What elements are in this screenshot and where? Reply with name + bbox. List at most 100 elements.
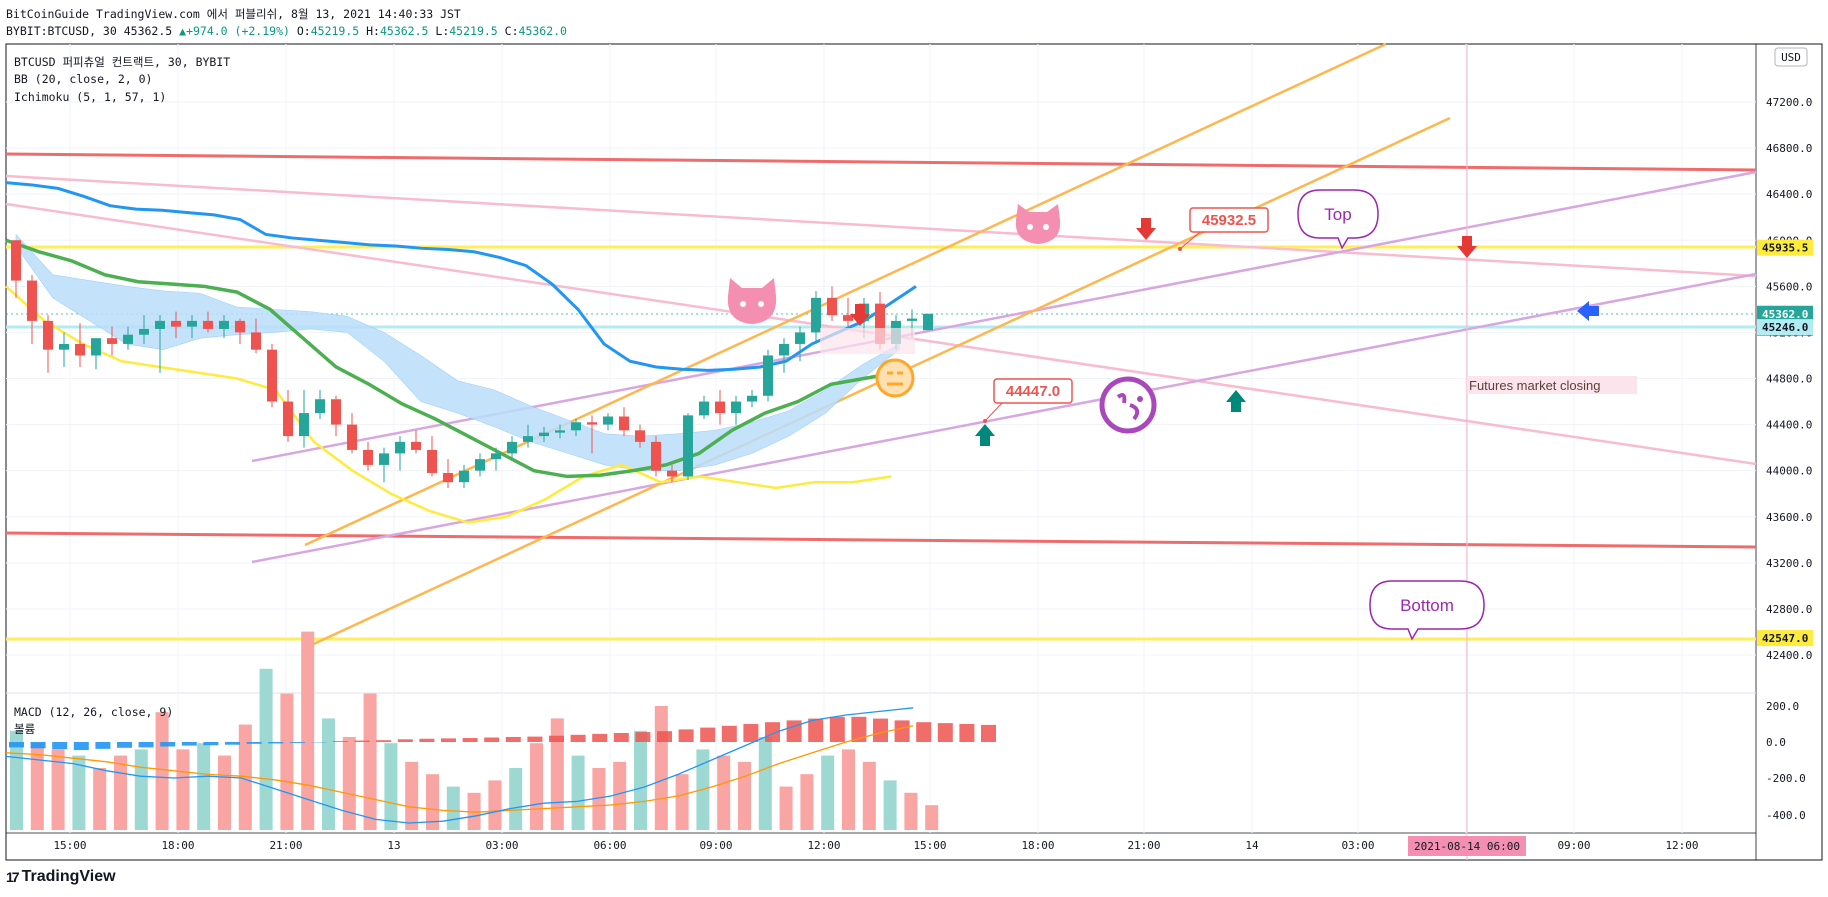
volume-bar (862, 761, 876, 830)
resistance-trendline[interactable] (5, 152, 1757, 172)
candle-body[interactable] (811, 297, 821, 333)
legend-bb[interactable]: BB (20, close, 2, 0) (14, 72, 153, 86)
candle-body[interactable] (555, 430, 565, 433)
volume-bar (571, 755, 585, 830)
arrow-up-icon[interactable] (975, 424, 995, 446)
candle-body[interactable] (347, 424, 357, 450)
arrow-up-icon[interactable] (1226, 390, 1246, 412)
candle-body[interactable] (779, 343, 789, 356)
time-cursor-label: 2021-08-14 06:00 (1414, 840, 1520, 853)
dizzy-face-icon[interactable] (1099, 376, 1157, 434)
publish-info: BitCoinGuide TradingView.com 에서 퍼블리쉬, 8월… (6, 7, 461, 21)
candle-body[interactable] (123, 334, 133, 344)
candle-body[interactable] (923, 313, 933, 331)
candle-body[interactable] (11, 240, 21, 281)
candle-body[interactable] (459, 470, 469, 483)
volume-bar (218, 755, 231, 830)
candle-body[interactable] (187, 320, 197, 327)
price-tick-label: 47200.0 (1766, 96, 1812, 109)
candle-body[interactable] (507, 441, 517, 454)
candle-body[interactable] (203, 320, 213, 329)
tradingview-logo[interactable]: 17 TradingView (6, 868, 116, 886)
candle-body[interactable] (843, 315, 853, 321)
candle-body[interactable] (75, 343, 85, 356)
candle-body[interactable] (219, 320, 229, 329)
candle-body[interactable] (43, 320, 53, 350)
candle-body[interactable] (763, 355, 773, 396)
candle-body[interactable] (171, 320, 181, 327)
candle-body[interactable] (443, 472, 453, 483)
candle-body[interactable] (907, 318, 917, 321)
candle-body[interactable] (587, 422, 597, 425)
top-callout-bubble[interactable]: Top (1297, 189, 1379, 250)
arrow-down-icon[interactable] (1457, 236, 1477, 258)
volume-bar (550, 718, 564, 830)
candle-body[interactable] (715, 401, 725, 414)
candle-body[interactable] (91, 338, 101, 356)
legend-ichimoku[interactable]: Ichimoku (5, 1, 57, 1) (14, 90, 167, 104)
candle-body[interactable] (875, 303, 885, 344)
candle-body[interactable] (571, 422, 581, 431)
price-label-callout-1[interactable]: 45932.5 (1178, 207, 1269, 251)
macd-histogram-bar (333, 741, 348, 742)
candle-body[interactable] (667, 470, 677, 477)
price-label-callout-2[interactable]: 44447.0 (983, 378, 1073, 423)
candle-body[interactable] (539, 432, 549, 437)
arrow-down-icon[interactable] (850, 304, 870, 326)
arrow-left-icon[interactable] (1577, 301, 1599, 321)
candle-body[interactable] (699, 401, 709, 416)
violet-trendline-lower[interactable] (251, 272, 1757, 564)
candle-body[interactable] (251, 332, 261, 350)
candle-body[interactable] (523, 436, 533, 442)
candle-body[interactable] (59, 343, 69, 350)
low-value: 45219.5 (449, 24, 498, 38)
candle-body[interactable] (395, 441, 405, 454)
candle-body[interactable] (795, 332, 805, 344)
candle-body[interactable] (619, 416, 629, 431)
neutral-face-icon[interactable] (875, 358, 915, 398)
candle-body[interactable] (491, 453, 501, 460)
arrow-down-icon[interactable] (1136, 218, 1156, 240)
candle-body[interactable] (827, 297, 837, 316)
candle-body[interactable] (299, 413, 309, 437)
candle-body[interactable] (603, 416, 613, 425)
legend-macd[interactable]: MACD (12, 26, close, 9) (14, 705, 174, 719)
candle-body[interactable] (139, 328, 149, 335)
candle-body[interactable] (427, 449, 437, 473)
candle-body[interactable] (747, 395, 757, 402)
candle-body[interactable] (635, 430, 645, 442)
cat-sticker-icon[interactable] (1015, 204, 1061, 244)
price-range-box[interactable] (820, 328, 915, 354)
annotations-layer[interactable]: 45932.5 44447.0 Top Bottom Futures marke… (727, 189, 1637, 641)
orange-channel-upper[interactable] (304, 42, 1387, 547)
candle-body[interactable] (475, 459, 485, 471)
candle-body[interactable] (107, 338, 117, 344)
macd-line (5, 707, 914, 824)
candle-body[interactable] (683, 415, 693, 477)
candle-body[interactable] (315, 399, 325, 414)
candle-body[interactable] (267, 349, 277, 402)
pink-trendline-upper[interactable] (5, 174, 1757, 278)
candle-body[interactable] (27, 280, 37, 321)
candle-body[interactable] (731, 401, 741, 414)
candle-body[interactable] (379, 453, 389, 465)
candle-body[interactable] (411, 441, 421, 450)
legend-volume[interactable]: 볼륨 (14, 722, 36, 736)
candle-body[interactable] (235, 320, 245, 333)
macd-pane[interactable] (5, 631, 996, 830)
futures-closing-note[interactable]: Futures market closing (1469, 378, 1601, 393)
bottom-callout-bubble[interactable]: Bottom (1369, 580, 1485, 641)
time-tick-label: 21:00 (269, 839, 302, 852)
support-trendline[interactable] (5, 531, 1757, 549)
macd-histogram-bar (700, 727, 716, 742)
candle-body[interactable] (331, 399, 341, 425)
candle-body[interactable] (155, 320, 165, 329)
candle-body[interactable] (363, 449, 373, 465)
cat-sticker-icon[interactable] (727, 278, 777, 324)
candle-body[interactable] (651, 441, 661, 471)
time-cursor-badge (1408, 836, 1526, 856)
currency-button[interactable] (1774, 47, 1808, 67)
candle-body[interactable] (283, 401, 293, 437)
time-tick-label: 15:00 (913, 839, 946, 852)
